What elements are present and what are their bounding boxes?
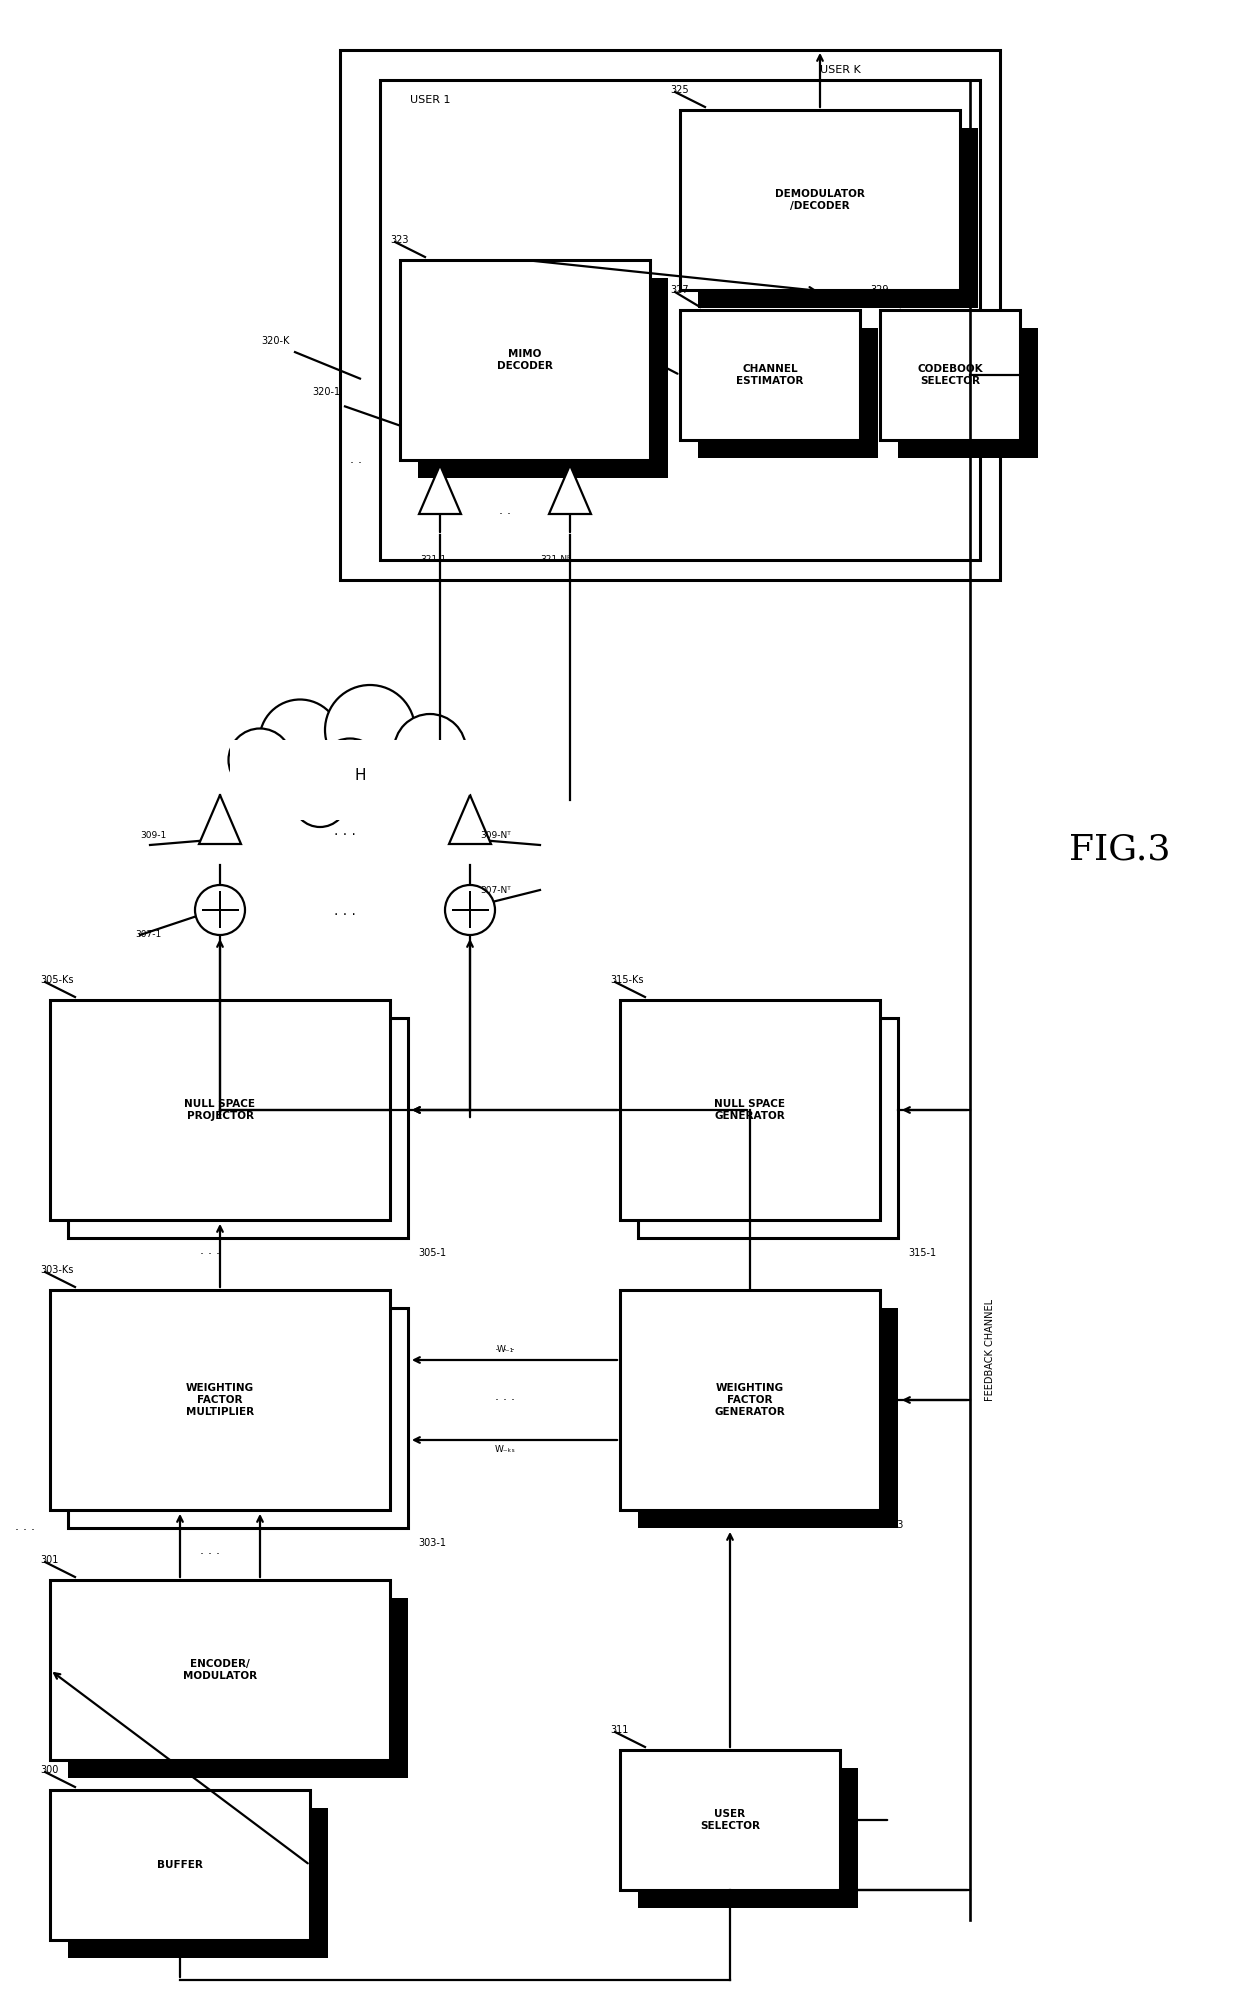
Text: WEIGHTING
FACTOR
MULTIPLIER: WEIGHTING FACTOR MULTIPLIER xyxy=(186,1382,254,1418)
Text: NULL SPACE
PROJECTOR: NULL SPACE PROJECTOR xyxy=(185,1099,255,1121)
Polygon shape xyxy=(549,465,591,514)
Text: 303-Ks: 303-Ks xyxy=(40,1264,73,1274)
Text: 325: 325 xyxy=(670,86,688,96)
Circle shape xyxy=(293,774,347,828)
Text: H: H xyxy=(355,768,366,782)
Circle shape xyxy=(195,885,246,935)
Text: 321-1: 321-1 xyxy=(420,554,446,564)
Text: 327: 327 xyxy=(670,285,688,295)
Text: 315-1: 315-1 xyxy=(908,1248,936,1258)
Text: · · ·: · · · xyxy=(495,1394,515,1406)
Bar xyxy=(620,1001,880,1220)
Text: 307-1: 307-1 xyxy=(135,929,161,939)
Bar xyxy=(68,1597,408,1779)
Bar xyxy=(68,1809,329,1958)
Text: FIG.3: FIG.3 xyxy=(1069,833,1171,867)
Text: CODEBOOK
SELECTOR: CODEBOOK SELECTOR xyxy=(918,363,983,387)
Circle shape xyxy=(228,728,291,792)
Text: USER K: USER K xyxy=(820,66,861,76)
Text: 315-Ks: 315-Ks xyxy=(610,975,644,985)
Text: · · ·: · · · xyxy=(849,1813,870,1827)
Bar xyxy=(379,80,980,560)
Text: ENCODER/
MODULATOR: ENCODER/ MODULATOR xyxy=(184,1659,257,1681)
Text: 301: 301 xyxy=(40,1555,58,1565)
Text: 321-Nᴿ: 321-Nᴿ xyxy=(539,554,570,564)
Bar xyxy=(880,309,1021,441)
Text: 300: 300 xyxy=(40,1765,58,1775)
Circle shape xyxy=(394,714,466,786)
Bar xyxy=(68,1019,408,1238)
Text: · · ·: · · · xyxy=(200,1248,219,1262)
Bar xyxy=(219,720,480,839)
Bar xyxy=(680,110,960,289)
Bar xyxy=(50,1290,391,1509)
Circle shape xyxy=(445,885,495,935)
Bar xyxy=(620,1290,880,1509)
Bar xyxy=(639,1308,898,1527)
Text: DEMODULATOR
/DECODER: DEMODULATOR /DECODER xyxy=(775,189,866,211)
Circle shape xyxy=(325,686,415,776)
Text: 309-1: 309-1 xyxy=(140,830,166,839)
Text: 307-Nᵀ: 307-Nᵀ xyxy=(480,885,511,895)
Bar xyxy=(50,1791,310,1940)
Text: 320-1: 320-1 xyxy=(312,387,340,397)
Text: USER 1: USER 1 xyxy=(410,96,450,106)
Bar xyxy=(50,1579,391,1761)
Text: · · ·: · · · xyxy=(334,907,356,921)
Circle shape xyxy=(319,738,382,802)
Bar xyxy=(340,50,999,580)
Bar xyxy=(401,259,650,461)
Polygon shape xyxy=(449,796,491,843)
Bar xyxy=(698,327,878,459)
Text: USER
SELECTOR: USER SELECTOR xyxy=(701,1809,760,1830)
Text: WEIGHTING
FACTOR
GENERATOR: WEIGHTING FACTOR GENERATOR xyxy=(714,1382,785,1418)
Text: W₋ₖₛ: W₋ₖₛ xyxy=(495,1446,516,1454)
Text: NULL SPACE
GENERATOR: NULL SPACE GENERATOR xyxy=(714,1099,785,1121)
Text: · · ·: · · · xyxy=(15,1523,35,1537)
Text: 329: 329 xyxy=(870,285,889,295)
Text: 313: 313 xyxy=(885,1519,904,1529)
Bar xyxy=(418,277,668,479)
Bar xyxy=(229,740,470,820)
Text: W₋₁: W₋₁ xyxy=(496,1346,513,1354)
Text: 311: 311 xyxy=(610,1725,629,1735)
Bar xyxy=(639,1019,898,1238)
Bar xyxy=(620,1751,839,1890)
Text: 305-1: 305-1 xyxy=(418,1248,446,1258)
Text: MIMO
DECODER: MIMO DECODER xyxy=(497,349,553,371)
Text: BUFFER: BUFFER xyxy=(157,1860,203,1870)
Text: CHANNEL
ESTIMATOR: CHANNEL ESTIMATOR xyxy=(737,363,804,387)
Polygon shape xyxy=(198,796,241,843)
Text: · · ·: · · · xyxy=(200,1549,219,1561)
Text: 303-1: 303-1 xyxy=(418,1537,446,1547)
Text: FEEDBACK CHANNEL: FEEDBACK CHANNEL xyxy=(985,1298,994,1402)
Bar xyxy=(898,327,1038,459)
Bar xyxy=(50,1001,391,1220)
Text: · ·: · · xyxy=(350,457,362,471)
Polygon shape xyxy=(419,465,461,514)
Text: 323: 323 xyxy=(391,235,408,245)
Text: 320-K: 320-K xyxy=(262,337,290,347)
Bar xyxy=(68,1308,408,1527)
Text: · · ·: · · · xyxy=(334,828,356,841)
Text: · · ·: · · · xyxy=(495,1344,515,1356)
Circle shape xyxy=(259,700,341,780)
Text: · ·: · · xyxy=(498,508,511,522)
Circle shape xyxy=(373,754,427,808)
Bar xyxy=(680,309,861,441)
Text: 305-Ks: 305-Ks xyxy=(40,975,73,985)
Text: 309-Nᵀ: 309-Nᵀ xyxy=(480,830,511,839)
Bar xyxy=(639,1769,858,1908)
Bar xyxy=(698,128,978,307)
